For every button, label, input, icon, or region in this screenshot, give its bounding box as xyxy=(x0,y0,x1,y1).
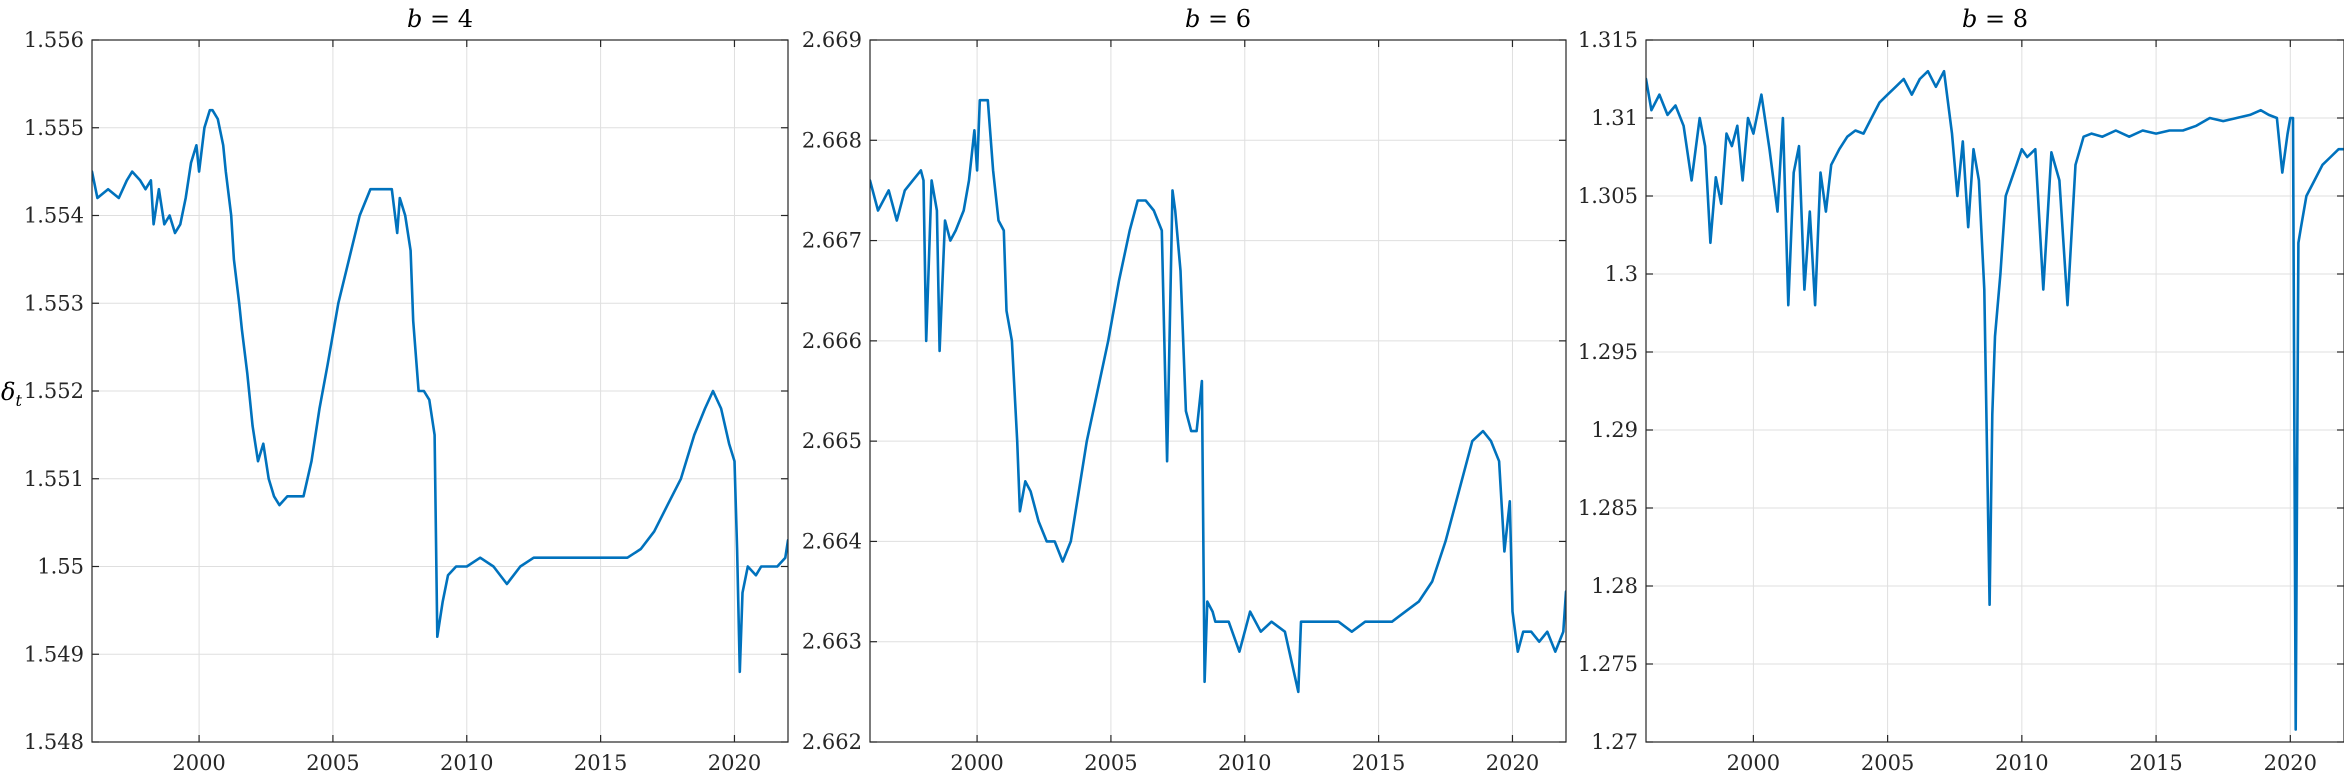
y-tick-label: 1.553 xyxy=(24,291,84,315)
y-tick-label: 1.305 xyxy=(1578,184,1638,208)
y-tick-label: 1.548 xyxy=(24,730,84,754)
y-tick-label: 1.549 xyxy=(24,642,84,666)
axes-box xyxy=(1645,39,2344,743)
y-tick-label: 1.3 xyxy=(1605,262,1638,286)
y-axis-label-subscript: t xyxy=(15,391,22,410)
series-line-1 xyxy=(92,108,788,674)
title-variable: b xyxy=(407,5,422,33)
x-tick-label: 2010 xyxy=(1995,751,2048,775)
x-tick-label: 2000 xyxy=(172,751,225,775)
y-axis-label: δt xyxy=(1,378,22,410)
title-value: = 6 xyxy=(1200,5,1251,33)
y-tick-label: 1.275 xyxy=(1578,652,1638,676)
x-tick-label: 2020 xyxy=(708,751,761,775)
chart-panel-3: 2000 2005 2010 2015 2020 1.27 1.275 1.28 1.285 1.… xyxy=(1578,5,2344,775)
y-tick-label: 1.315 xyxy=(1578,28,1638,52)
y-tick-label: 1.27 xyxy=(1591,730,1638,754)
y-tick-label: 1.552 xyxy=(24,379,84,403)
x-tick-label: 2020 xyxy=(2264,751,2317,775)
x-tick-label: 2015 xyxy=(2129,751,2182,775)
x-tick-label: 2005 xyxy=(306,751,359,775)
y-tick-label: 1.551 xyxy=(24,467,84,491)
y-axis-label-main: δ xyxy=(1,378,15,406)
y-tick-label: 1.556 xyxy=(24,28,84,52)
y-tick-label: 1.28 xyxy=(1591,574,1638,598)
chart-title: b = 6 xyxy=(1185,5,1251,33)
title-value: = 8 xyxy=(1977,5,2028,33)
chart-title: b = 4 xyxy=(407,5,473,33)
x-tick-label: 2010 xyxy=(440,751,493,775)
axes-box xyxy=(869,39,1567,743)
chart-panel-2: 2000 2005 2010 2015 2020 2.662 2.663 2.664 2.665… xyxy=(802,5,1567,775)
chart-title: b = 8 xyxy=(1962,5,2028,33)
series-line-1 xyxy=(1646,69,2344,731)
title-value: = 4 xyxy=(422,5,473,33)
chart-panel-1: 2000 2005 2010 2015 2020 1.548 1.549 1.55 1.551 1… xyxy=(1,5,789,775)
y-tick-label: 2.666 xyxy=(802,329,862,353)
x-tick-label: 2000 xyxy=(1727,751,1780,775)
series-line-1 xyxy=(870,98,1566,694)
y-tick-label: 2.662 xyxy=(802,730,862,754)
y-tick-label: 1.285 xyxy=(1578,496,1638,520)
y-tick-label: 2.668 xyxy=(802,128,862,152)
y-tick-label: 1.31 xyxy=(1591,106,1638,130)
x-tick-label: 2010 xyxy=(1218,751,1271,775)
y-tick-label: 2.664 xyxy=(802,529,862,553)
x-tick-label: 2000 xyxy=(950,751,1003,775)
y-tick-label: 2.665 xyxy=(802,429,862,453)
x-tick-label: 2005 xyxy=(1861,751,1914,775)
y-tick-label: 1.29 xyxy=(1591,418,1638,442)
x-tick-label: 2020 xyxy=(1486,751,1539,775)
x-tick-label: 2005 xyxy=(1084,751,1137,775)
title-variable: b xyxy=(1962,5,1977,33)
title-variable: b xyxy=(1185,5,1200,33)
y-tick-label: 1.295 xyxy=(1578,340,1638,364)
x-tick-label: 2015 xyxy=(1352,751,1405,775)
y-tick-label: 2.667 xyxy=(802,229,862,253)
x-tick-label: 2015 xyxy=(574,751,627,775)
y-tick-label: 2.669 xyxy=(802,28,862,52)
y-tick-label: 2.663 xyxy=(802,630,862,654)
y-tick-label: 1.555 xyxy=(24,116,84,140)
y-tick-label: 1.55 xyxy=(37,555,84,579)
y-tick-label: 1.554 xyxy=(24,204,84,228)
